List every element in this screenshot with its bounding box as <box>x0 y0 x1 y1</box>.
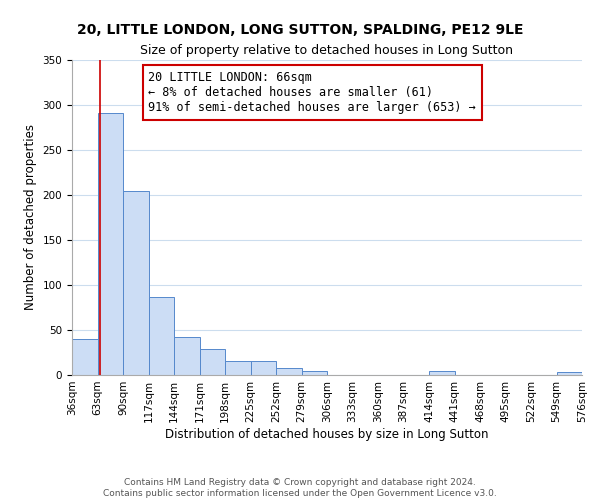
Title: Size of property relative to detached houses in Long Sutton: Size of property relative to detached ho… <box>140 44 514 58</box>
Bar <box>557 372 582 375</box>
Bar <box>149 296 174 375</box>
Bar <box>302 370 327 375</box>
Bar <box>97 113 123 375</box>
Y-axis label: Number of detached properties: Number of detached properties <box>24 124 37 310</box>
Bar <box>174 337 199 375</box>
Bar <box>123 192 149 375</box>
Text: 20, LITTLE LONDON, LONG SUTTON, SPALDING, PE12 9LE: 20, LITTLE LONDON, LONG SUTTON, SPALDING… <box>77 22 523 36</box>
Bar <box>276 368 302 375</box>
Bar <box>72 339 97 375</box>
Text: 20 LITTLE LONDON: 66sqm
← 8% of detached houses are smaller (61)
91% of semi-det: 20 LITTLE LONDON: 66sqm ← 8% of detached… <box>149 71 476 114</box>
Bar <box>429 372 455 375</box>
Bar <box>251 360 276 375</box>
X-axis label: Distribution of detached houses by size in Long Sutton: Distribution of detached houses by size … <box>165 428 489 440</box>
Text: Contains HM Land Registry data © Crown copyright and database right 2024.
Contai: Contains HM Land Registry data © Crown c… <box>103 478 497 498</box>
Bar <box>225 360 251 375</box>
Bar <box>200 349 225 375</box>
